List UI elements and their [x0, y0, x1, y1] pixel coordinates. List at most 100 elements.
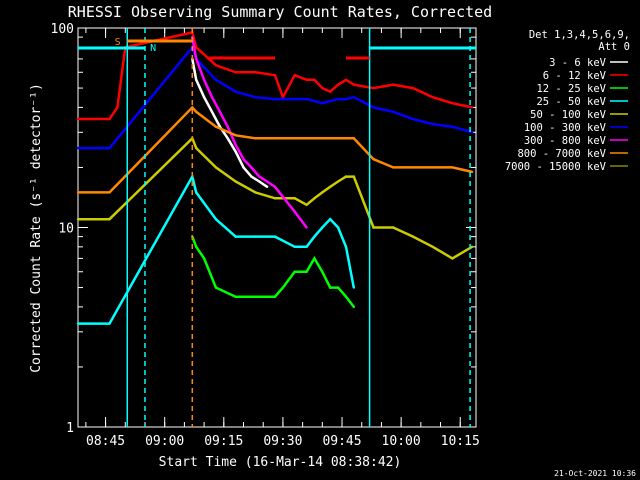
data-point [108, 191, 111, 194]
data-point [352, 286, 356, 289]
data-point [195, 78, 198, 81]
data-point [451, 257, 454, 260]
data-point [313, 197, 316, 200]
data-point [218, 110, 222, 114]
plot-frame [77, 27, 477, 428]
data-point [210, 110, 214, 114]
data-point [242, 166, 245, 169]
data-point [281, 286, 285, 289]
data-point [372, 226, 375, 229]
y-tick-label: 100 [51, 22, 74, 37]
data-point [76, 218, 80, 221]
data-point [305, 270, 308, 273]
chart-title: RHESSI Observing Summary Count Rates, Co… [68, 3, 492, 21]
x-tick-label: 09:30 [263, 434, 302, 449]
data-point [344, 97, 348, 101]
data-point [214, 64, 218, 67]
data-point [328, 218, 332, 221]
data-point [234, 235, 237, 238]
data-point [328, 99, 332, 103]
data-point [451, 125, 454, 128]
data-point [470, 245, 474, 249]
series-lines [76, 30, 474, 325]
data-point [313, 78, 316, 81]
series-line-4 [78, 136, 473, 260]
data-point [293, 270, 296, 273]
data-point [214, 166, 218, 169]
data-point [392, 83, 395, 86]
night-marker: N [150, 43, 156, 54]
data-point [372, 86, 375, 90]
x-tick-label: 08:45 [86, 434, 125, 449]
series-line-2 [191, 236, 355, 308]
legend-header: Det 1,3,4,5,6,9, [529, 29, 630, 41]
legend-label: 25 - 50 keV [536, 96, 606, 108]
data-point [254, 191, 257, 194]
data-point [254, 235, 257, 238]
series-line-7 [78, 105, 473, 194]
data-point [108, 146, 111, 150]
data-point [431, 122, 434, 126]
data-point [214, 125, 218, 128]
data-point [258, 175, 261, 178]
data-point [226, 125, 229, 128]
data-point [411, 117, 415, 121]
data-point [313, 137, 316, 140]
data-point [234, 295, 237, 298]
series-line-3 [78, 173, 356, 325]
data-point [411, 166, 415, 169]
data-point [234, 90, 237, 93]
data-point [328, 90, 332, 93]
data-point [293, 245, 296, 249]
data-point [195, 110, 198, 114]
data-point [344, 78, 348, 81]
data-point [210, 95, 214, 99]
data-point [76, 191, 80, 194]
data-point [108, 218, 111, 221]
data-point [234, 134, 237, 137]
data-point [195, 46, 198, 49]
data-point [352, 137, 356, 140]
data-point [234, 71, 237, 74]
data-point [254, 137, 257, 140]
series-line-5 [78, 44, 473, 150]
data-point [305, 203, 308, 206]
series-line-6 [191, 36, 308, 229]
x-tick-label: 09:00 [145, 434, 184, 449]
data-point [451, 101, 454, 105]
data-point [336, 97, 340, 101]
data-point [76, 146, 80, 150]
data-point [305, 137, 308, 140]
legend-label: 6 - 12 keV [543, 70, 607, 82]
data-point [293, 210, 296, 213]
data-point [273, 185, 277, 188]
annotations: SN [78, 28, 476, 427]
data-point [273, 197, 277, 200]
data-point [392, 166, 395, 169]
data-point [431, 166, 434, 169]
data-point [254, 295, 257, 298]
data-point [293, 137, 296, 140]
data-point [321, 191, 324, 194]
data-point [321, 101, 324, 105]
data-point [336, 226, 340, 229]
y-tick-label: 10 [58, 222, 74, 237]
y-tick-label: 1 [66, 421, 74, 436]
legend-label: 800 - 7000 keV [517, 148, 606, 160]
data-point [352, 95, 356, 99]
data-point [336, 180, 340, 183]
data-point [328, 185, 332, 188]
data-point [293, 97, 296, 101]
data-point [293, 73, 296, 77]
data-point [470, 170, 474, 174]
legend-label: 3 - 6 keV [549, 57, 607, 69]
data-point [234, 143, 237, 146]
data-point [273, 235, 277, 238]
data-point [202, 78, 206, 81]
data-point [214, 218, 218, 221]
data-point [328, 137, 332, 140]
data-point [451, 166, 454, 169]
data-point [313, 99, 316, 103]
data-point [226, 137, 229, 140]
data-point [344, 245, 348, 249]
